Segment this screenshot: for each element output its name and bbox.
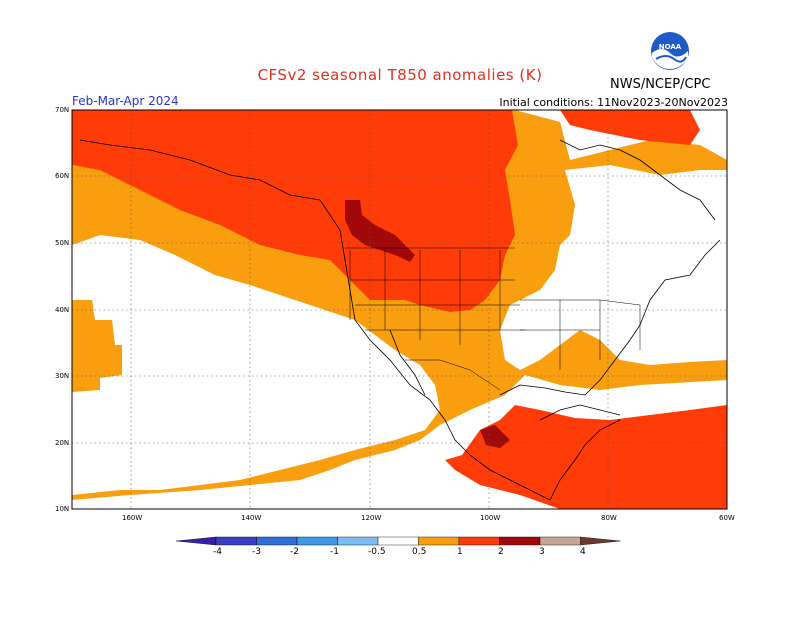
lon-label-120w: 120W	[361, 514, 382, 522]
lon-label-100w: 100W	[480, 514, 501, 522]
colorbar-label: 3	[539, 547, 545, 557]
lat-label-10n: 10N	[55, 505, 70, 513]
colorbar-label: -3	[252, 547, 261, 557]
coastlines	[79, 139, 721, 501]
lon-label-60w: 60W	[719, 514, 735, 522]
noaa-logo-icon: NOAA	[651, 32, 689, 70]
forecast-period: Feb-Mar-Apr 2024	[72, 94, 179, 108]
colorbar-swatch	[337, 536, 379, 546]
lat-label-40n: 40N	[55, 306, 70, 314]
colorbar-min-arrow	[175, 536, 217, 546]
colorbar-swatch	[377, 536, 419, 546]
lat-label-20n: 20N	[55, 439, 70, 447]
lat-label-60n: 60N	[55, 172, 70, 180]
colorbar-swatch	[215, 536, 257, 546]
anomaly-moderate-warm	[72, 110, 518, 312]
lon-label-80w: 80W	[601, 514, 617, 522]
colorbar-label: -1	[330, 547, 339, 557]
colorbar-label: 0.5	[412, 547, 427, 557]
political-borders	[345, 247, 641, 391]
colorbar-swatch	[296, 536, 338, 546]
anomaly-strong-warm	[345, 200, 415, 262]
colorbar-swatch	[499, 536, 541, 546]
colorbar-label: -4	[213, 547, 222, 557]
initial-conditions: Initial conditions: 11Nov2023-20Nov2023	[499, 96, 728, 109]
colorbar-label: -0.5	[368, 547, 386, 557]
lon-label-160w: 160W	[122, 514, 143, 522]
map-frame	[71, 109, 728, 510]
lat-label-50n: 50N	[55, 239, 70, 247]
colorbar-label: 1	[457, 547, 463, 557]
colorbar-swatch	[458, 536, 500, 546]
map-title: CFSv2 seasonal T850 anomalies (K)	[257, 66, 543, 84]
lat-label-30n: 30N	[55, 372, 70, 380]
noaa-logo-text: NOAA	[659, 43, 682, 51]
colorbar-label: -2	[290, 547, 299, 557]
lon-label-140w: 140W	[241, 514, 262, 522]
colorbar-swatch	[256, 536, 298, 546]
colorbar-label: 4	[580, 547, 586, 557]
lat-label-70n: 70N	[55, 106, 70, 114]
graticule	[72, 110, 727, 509]
agency-label: NWS/NCEP/CPC	[610, 77, 711, 92]
colorbar-swatch	[539, 536, 581, 546]
colorbar-swatch	[418, 536, 460, 546]
colorbar-label: 2	[498, 547, 504, 557]
colorbar-max-arrow	[580, 536, 621, 546]
